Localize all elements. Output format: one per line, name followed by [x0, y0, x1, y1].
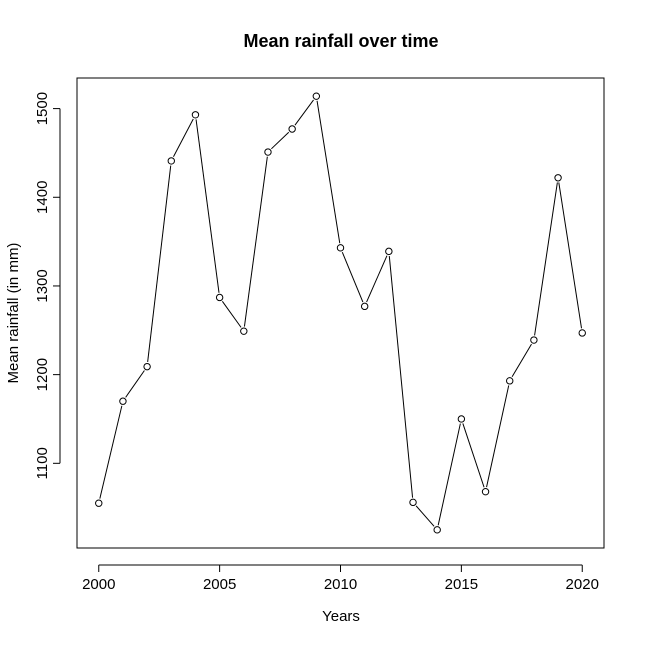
data-point: [506, 377, 514, 385]
series-line-segment: [221, 301, 242, 328]
data-point: [481, 487, 490, 496]
series-line-segment: [173, 118, 194, 157]
data-point: [191, 111, 200, 119]
data-point: [312, 92, 321, 100]
data-point: [554, 174, 562, 182]
series-line-segment: [462, 423, 485, 488]
y-tick-label: 1200: [34, 358, 51, 391]
chart-title: Mean rainfall over time: [243, 31, 438, 51]
data-point: [530, 336, 538, 344]
data-point: [119, 397, 127, 405]
series-line-segment: [415, 505, 435, 527]
y-tick-label: 1400: [34, 181, 51, 214]
series-line-segment: [388, 255, 414, 498]
x-tick-label: 2020: [566, 576, 599, 593]
data-point: [336, 244, 345, 252]
x-axis: 2000 2005 2010 2015 2020: [82, 564, 599, 593]
data-point: [264, 148, 272, 156]
x-tick-label: 2000: [82, 576, 115, 593]
series-line-segment: [511, 343, 532, 378]
series-line-segment: [243, 156, 268, 327]
x-axis-label: Years: [322, 608, 360, 625]
series-line-segment: [99, 405, 123, 499]
data-point: [360, 302, 369, 311]
series-line-segment: [125, 370, 145, 398]
data-point: [95, 499, 103, 507]
y-axis-label: Mean rainfall (in mm): [5, 243, 22, 384]
series-layer: [99, 99, 583, 527]
y-tick-label: 1500: [34, 92, 51, 125]
series-line-segment: [558, 182, 583, 329]
y-tick-label: 1300: [34, 269, 51, 302]
series-line-segment: [316, 100, 341, 244]
x-tick-label: 2015: [445, 576, 478, 593]
data-point: [578, 329, 586, 337]
data-point: [215, 293, 224, 302]
series-line-segment: [271, 131, 290, 150]
data-point: [409, 498, 417, 507]
data-point: [457, 415, 466, 423]
series-line-segment: [366, 255, 388, 303]
data-point: [240, 327, 248, 335]
y-axis: 1100 1200 1300 1400 1500: [34, 92, 61, 479]
data-point: [143, 362, 151, 371]
data-point: [433, 526, 441, 534]
series-line-segment: [341, 251, 364, 303]
data-point: [288, 125, 296, 133]
y-tick-label: 1100: [34, 447, 51, 479]
series-line-segment: [437, 423, 461, 526]
series-line-segment: [147, 165, 172, 363]
plot-area-frame: [76, 77, 605, 549]
series-line-segment: [534, 182, 558, 336]
x-tick-label: 2005: [203, 576, 236, 593]
data-point: [385, 247, 393, 256]
series-line-segment: [195, 119, 220, 293]
data-point: [167, 157, 175, 165]
series-line-segment: [294, 99, 314, 126]
x-tick-label: 2010: [324, 576, 357, 593]
series-line-segment: [486, 385, 510, 488]
points-layer: [95, 92, 586, 534]
